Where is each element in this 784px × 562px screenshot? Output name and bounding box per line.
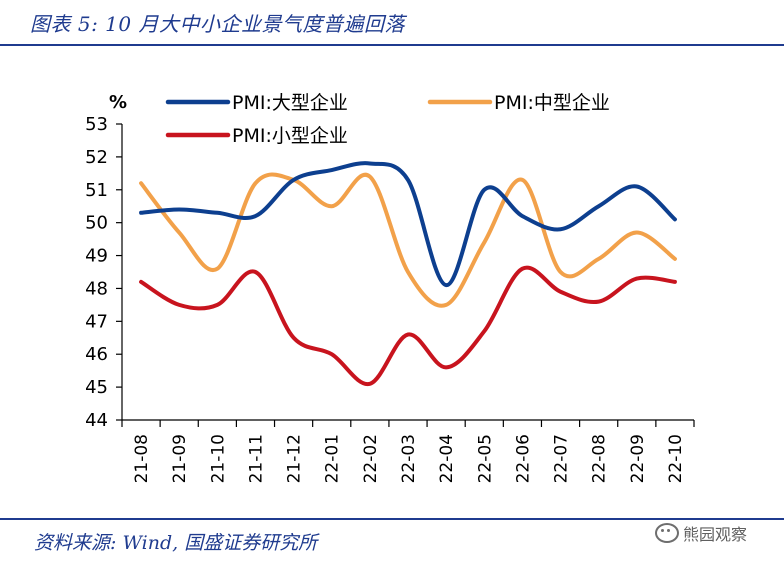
- legend-label-1: PMI:大型企业: [232, 92, 348, 114]
- x-tick-label: 22-08: [590, 434, 610, 483]
- series-line-3: [139, 265, 677, 386]
- x-tick-label: 22-04: [437, 434, 457, 483]
- y-tick-label: 52: [85, 147, 108, 168]
- legend-label-2: PMI:中型企业: [494, 92, 610, 114]
- x-tick-label: 22-07: [552, 434, 572, 483]
- x-tick-label: 22-06: [513, 434, 533, 483]
- x-tick-label: 22-10: [666, 434, 686, 483]
- x-tick-label: 22-05: [475, 434, 495, 483]
- y-tick-label: 49: [85, 246, 108, 267]
- watermark: 熊园观察: [655, 521, 747, 545]
- x-tick-label: 21-08: [132, 434, 152, 483]
- source-rule: [0, 518, 784, 520]
- wechat-icon: [655, 523, 679, 543]
- y-tick-label: 45: [85, 377, 108, 398]
- x-tick-label: 21-11: [246, 434, 266, 483]
- watermark-text: 熊园观察: [683, 525, 748, 544]
- y-tick-label: 51: [85, 180, 108, 201]
- x-tick-label: 22-03: [399, 434, 419, 483]
- figure-title: 图表 5: 10 月大中小企业景气度普遍回落: [30, 12, 405, 36]
- line-chart: 53 52 51 50 49 48 47 46 45 44% 21-08 21-09 21-10 21-1…: [85, 92, 695, 483]
- x-tick-label: 21-09: [170, 434, 190, 483]
- y-tick-label: 46: [85, 344, 108, 365]
- y-tick-label: 47: [85, 311, 108, 332]
- y-tick-label: 53: [85, 114, 108, 135]
- y-tick-label: 48: [85, 278, 108, 299]
- series-line-2: [139, 172, 677, 308]
- x-tick-label: 21-10: [208, 434, 228, 483]
- series-line-1: [139, 161, 677, 288]
- y-tick-label: 44: [85, 410, 108, 431]
- legend-label-3: PMI:小型企业: [232, 125, 348, 147]
- x-tick-label: 22-01: [323, 434, 343, 483]
- source-note: 资料来源: Wind, 国盛证券研究所: [34, 532, 318, 554]
- x-tick-label: 21-12: [285, 434, 305, 483]
- title-rule: [0, 44, 784, 46]
- y-tick-label: 50: [85, 213, 108, 234]
- x-tick-label: 22-09: [628, 434, 648, 483]
- x-tick-label: 22-02: [361, 434, 381, 483]
- y-axis-label: %: [109, 92, 127, 113]
